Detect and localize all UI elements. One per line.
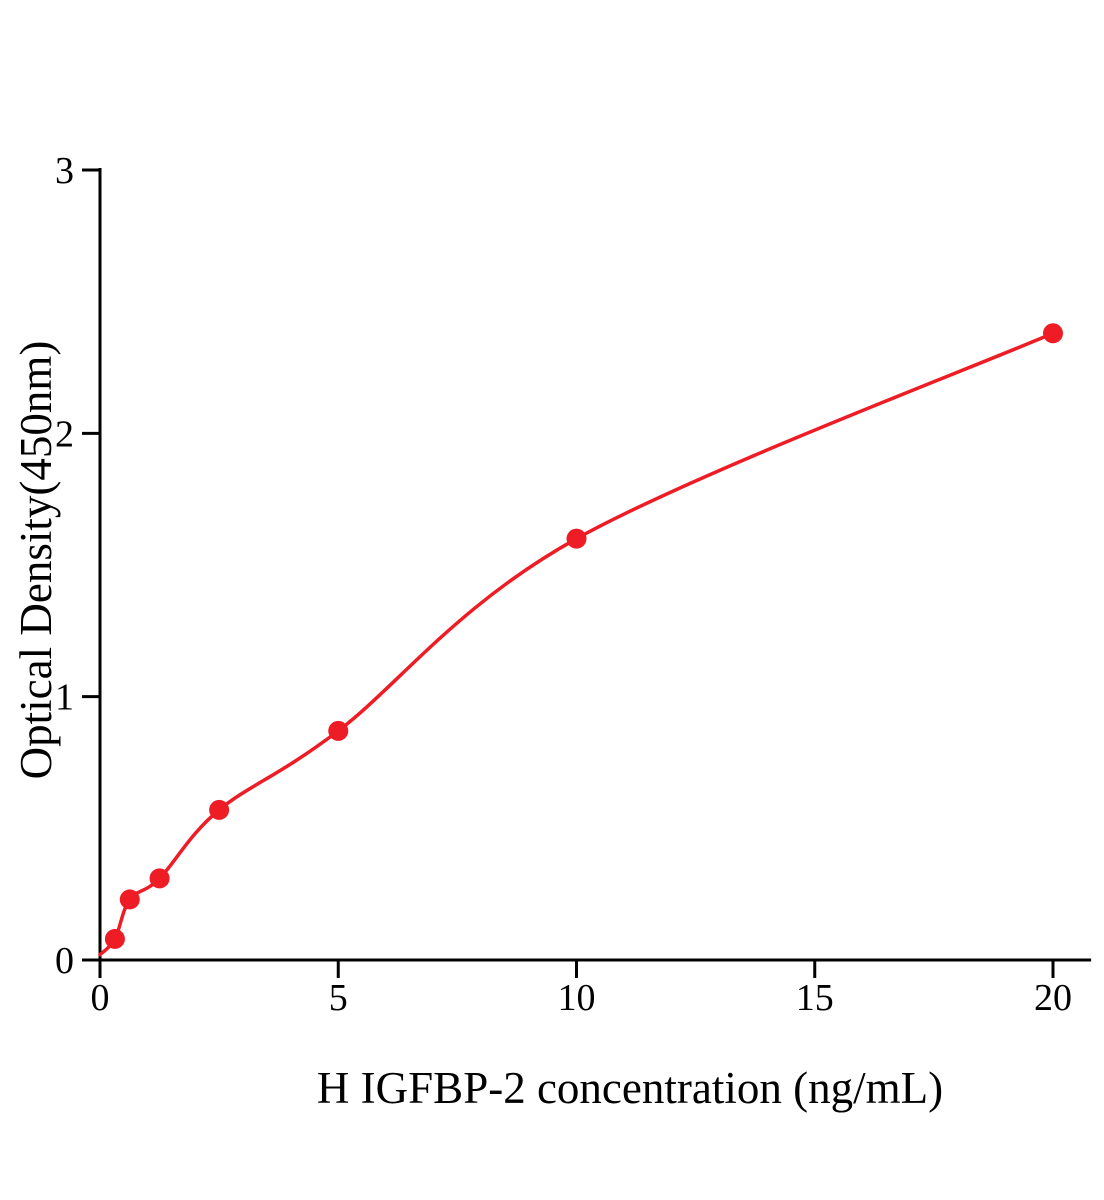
x-axis-label: H IGFBP-2 concentration (ng/mL) <box>316 1063 944 1113</box>
y-tick-label: 1 <box>55 677 74 719</box>
x-tick-label: 15 <box>796 977 834 1019</box>
data-point <box>328 720 349 741</box>
fit-curve <box>98 331 1055 957</box>
x-tick-label: 5 <box>329 977 348 1019</box>
data-point <box>119 889 140 910</box>
x-tick-label: 10 <box>558 977 596 1019</box>
x-tick-label: 20 <box>1034 977 1072 1019</box>
y-tick-label: 3 <box>55 150 74 192</box>
data-point <box>1043 323 1063 344</box>
x-tick-label: 0 <box>91 977 110 1019</box>
data-point <box>209 799 230 820</box>
data-point <box>149 868 170 889</box>
y-tick-label: 2 <box>55 413 74 455</box>
y-axis-label: Optical Density(450nm) <box>11 340 61 780</box>
data-point <box>104 928 125 949</box>
y-tick-label: 0 <box>55 940 74 982</box>
data-point <box>566 528 587 549</box>
